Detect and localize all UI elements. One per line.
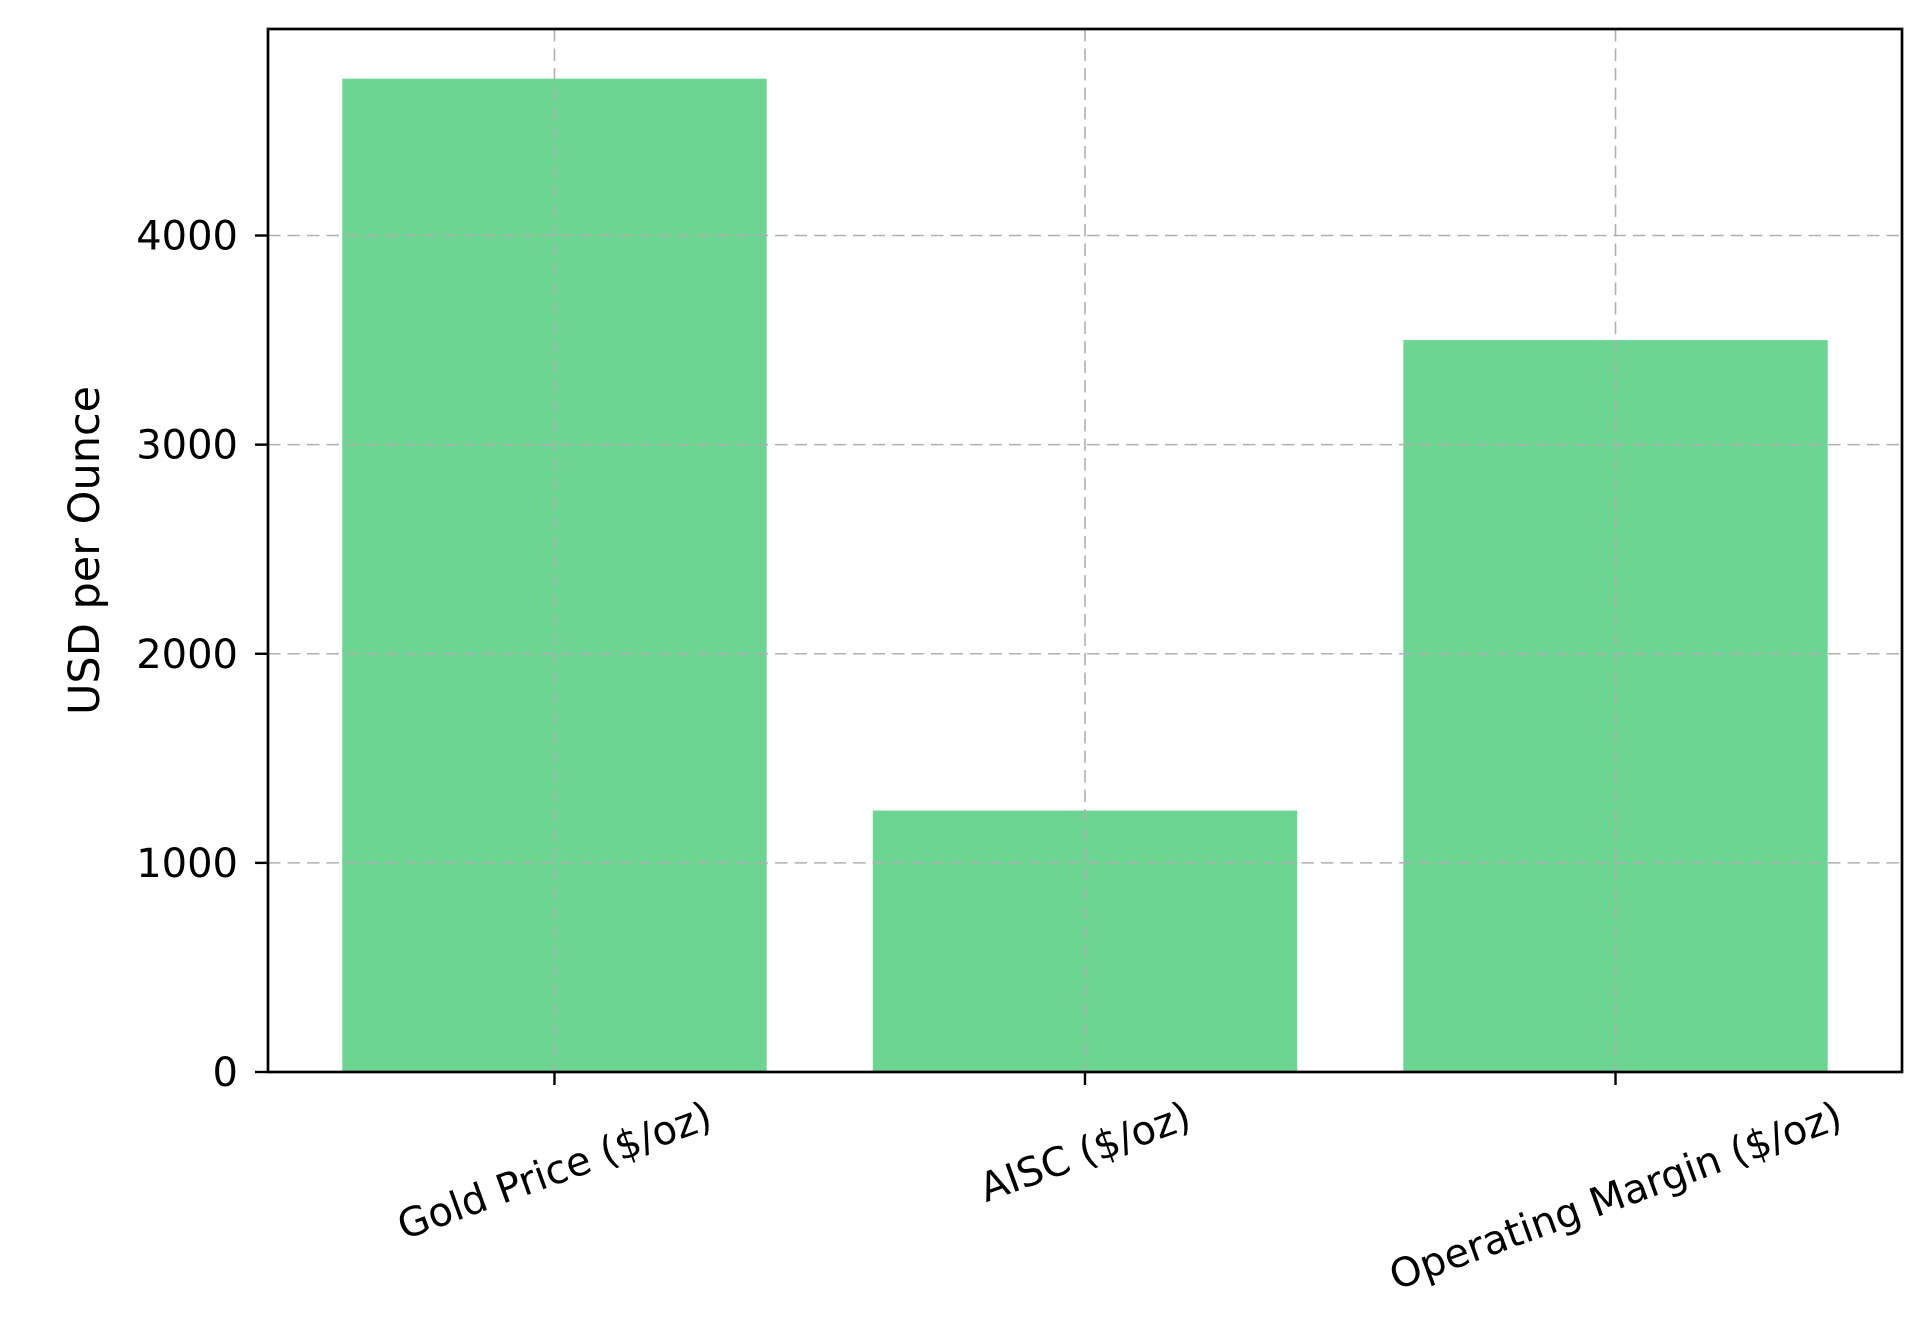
y-tick-label: 1000 (136, 841, 238, 887)
y-tick-label: 3000 (136, 423, 238, 469)
x-tick-label: Gold Price ($/oz) (392, 1093, 718, 1249)
y-tick-label: 4000 (136, 214, 238, 260)
x-tick-label: AISC ($/oz) (974, 1093, 1197, 1212)
y-axis-label: USD per Ounce (60, 386, 110, 715)
y-tick-label: 0 (213, 1050, 238, 1096)
bar-chart-figure: 0 1000 2000 3000 4000 Gold Price ($/oz) AISC (… (40, 16, 1908, 1313)
y-tick-label: 2000 (136, 632, 238, 678)
x-tick-label: Operating Margin ($/oz) (1384, 1093, 1849, 1300)
bar-chart: 0 1000 2000 3000 4000 Gold Price ($/oz) AISC (… (60, 27, 1904, 1300)
